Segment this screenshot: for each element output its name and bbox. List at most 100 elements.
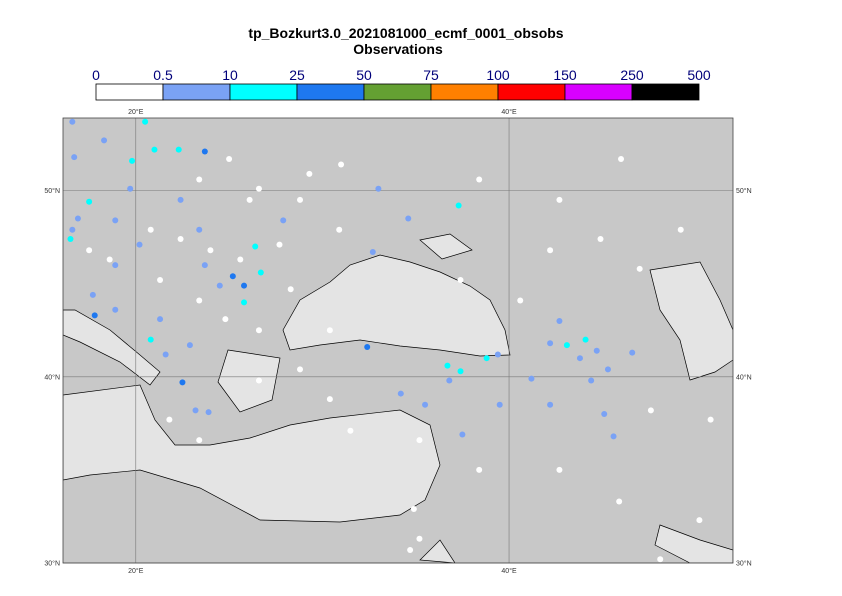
observation (157, 316, 164, 323)
observation (69, 118, 76, 125)
lon-label: 20°E (128, 567, 144, 575)
observation (86, 247, 93, 254)
colorbar-segment (631, 83, 700, 101)
observation (196, 297, 203, 304)
colorbar-segment (497, 83, 566, 101)
observation (588, 377, 595, 384)
colorbar-label: 150 (553, 67, 577, 83)
observation (166, 416, 173, 423)
observation (601, 411, 608, 418)
subtitle: Observations (353, 41, 443, 57)
observation (369, 249, 376, 256)
observation (496, 401, 503, 408)
observation (196, 176, 203, 183)
observation (410, 506, 417, 513)
observation (556, 466, 563, 473)
observation (610, 433, 617, 440)
observation (69, 226, 76, 233)
observation (179, 379, 186, 386)
lat-label: 50°N (736, 187, 752, 195)
observation (422, 401, 429, 408)
observation (177, 196, 184, 203)
colorbar: 0 0.5 10 25 50 75 100 150 250 500 (92, 67, 711, 101)
lat-label: 30°N (44, 560, 60, 568)
caspian-sea (649, 261, 733, 381)
lon-label: 40°E (501, 567, 517, 575)
observation (226, 155, 233, 162)
observation (147, 226, 154, 233)
observation (280, 217, 287, 224)
observation (547, 247, 554, 254)
observation (547, 401, 554, 408)
observation (494, 351, 501, 358)
observation (556, 317, 563, 324)
observation (629, 349, 636, 356)
observation (106, 256, 113, 263)
colorbar-segment (430, 83, 499, 101)
title: tp_Bozkurt3.0_2021081000_ecmf_0001_obsob… (248, 25, 563, 41)
observation (67, 236, 74, 243)
observation (186, 342, 193, 349)
black-sea (282, 254, 511, 357)
observation (196, 437, 203, 444)
observation (112, 262, 119, 269)
mediterranean-sea (63, 384, 441, 523)
observation (517, 297, 524, 304)
colorbar-segment (564, 83, 633, 101)
observation (696, 517, 703, 524)
observation (618, 155, 625, 162)
observation (175, 146, 182, 153)
observation (177, 236, 184, 243)
observation (89, 291, 96, 298)
colorbar-segment (162, 83, 231, 101)
observation (455, 202, 462, 209)
colorbar-label: 10 (222, 67, 238, 83)
colorbar-label: 0.5 (153, 67, 173, 83)
observation (576, 355, 583, 362)
observation (71, 154, 78, 161)
observation (416, 535, 423, 542)
observation (151, 146, 158, 153)
observation (707, 416, 714, 423)
observation (604, 366, 611, 373)
observation (207, 247, 214, 254)
observation (347, 427, 354, 434)
observation (241, 299, 248, 306)
observation (136, 241, 143, 248)
observation (257, 269, 264, 276)
colorbar-label: 100 (486, 67, 510, 83)
observation (192, 407, 199, 414)
observation (91, 312, 98, 319)
observation (162, 351, 169, 358)
observation (326, 327, 333, 334)
observation (86, 198, 93, 205)
observation (216, 282, 223, 289)
observation (476, 176, 483, 183)
observation (375, 185, 382, 192)
observation (201, 262, 208, 269)
observation (246, 196, 253, 203)
colorbar-label: 25 (289, 67, 305, 83)
observation (636, 265, 643, 272)
lat-label: 40°N (736, 373, 752, 381)
persian-gulf (654, 524, 733, 563)
observation (582, 336, 589, 343)
observation (397, 390, 404, 397)
observation (101, 137, 108, 144)
colorbar-label: 50 (356, 67, 372, 83)
observation (241, 282, 248, 289)
observation (287, 286, 294, 293)
observation (147, 336, 154, 343)
observation (657, 556, 664, 563)
observation (255, 327, 262, 334)
observation (647, 407, 654, 414)
observation (297, 366, 304, 373)
observation (416, 437, 423, 444)
colorbar-segment (229, 83, 298, 101)
observation (112, 306, 119, 313)
observation (616, 498, 623, 505)
lat-label: 30°N (736, 560, 752, 568)
observation (405, 215, 412, 222)
colorbar-segment (95, 83, 164, 101)
observation (476, 466, 483, 473)
